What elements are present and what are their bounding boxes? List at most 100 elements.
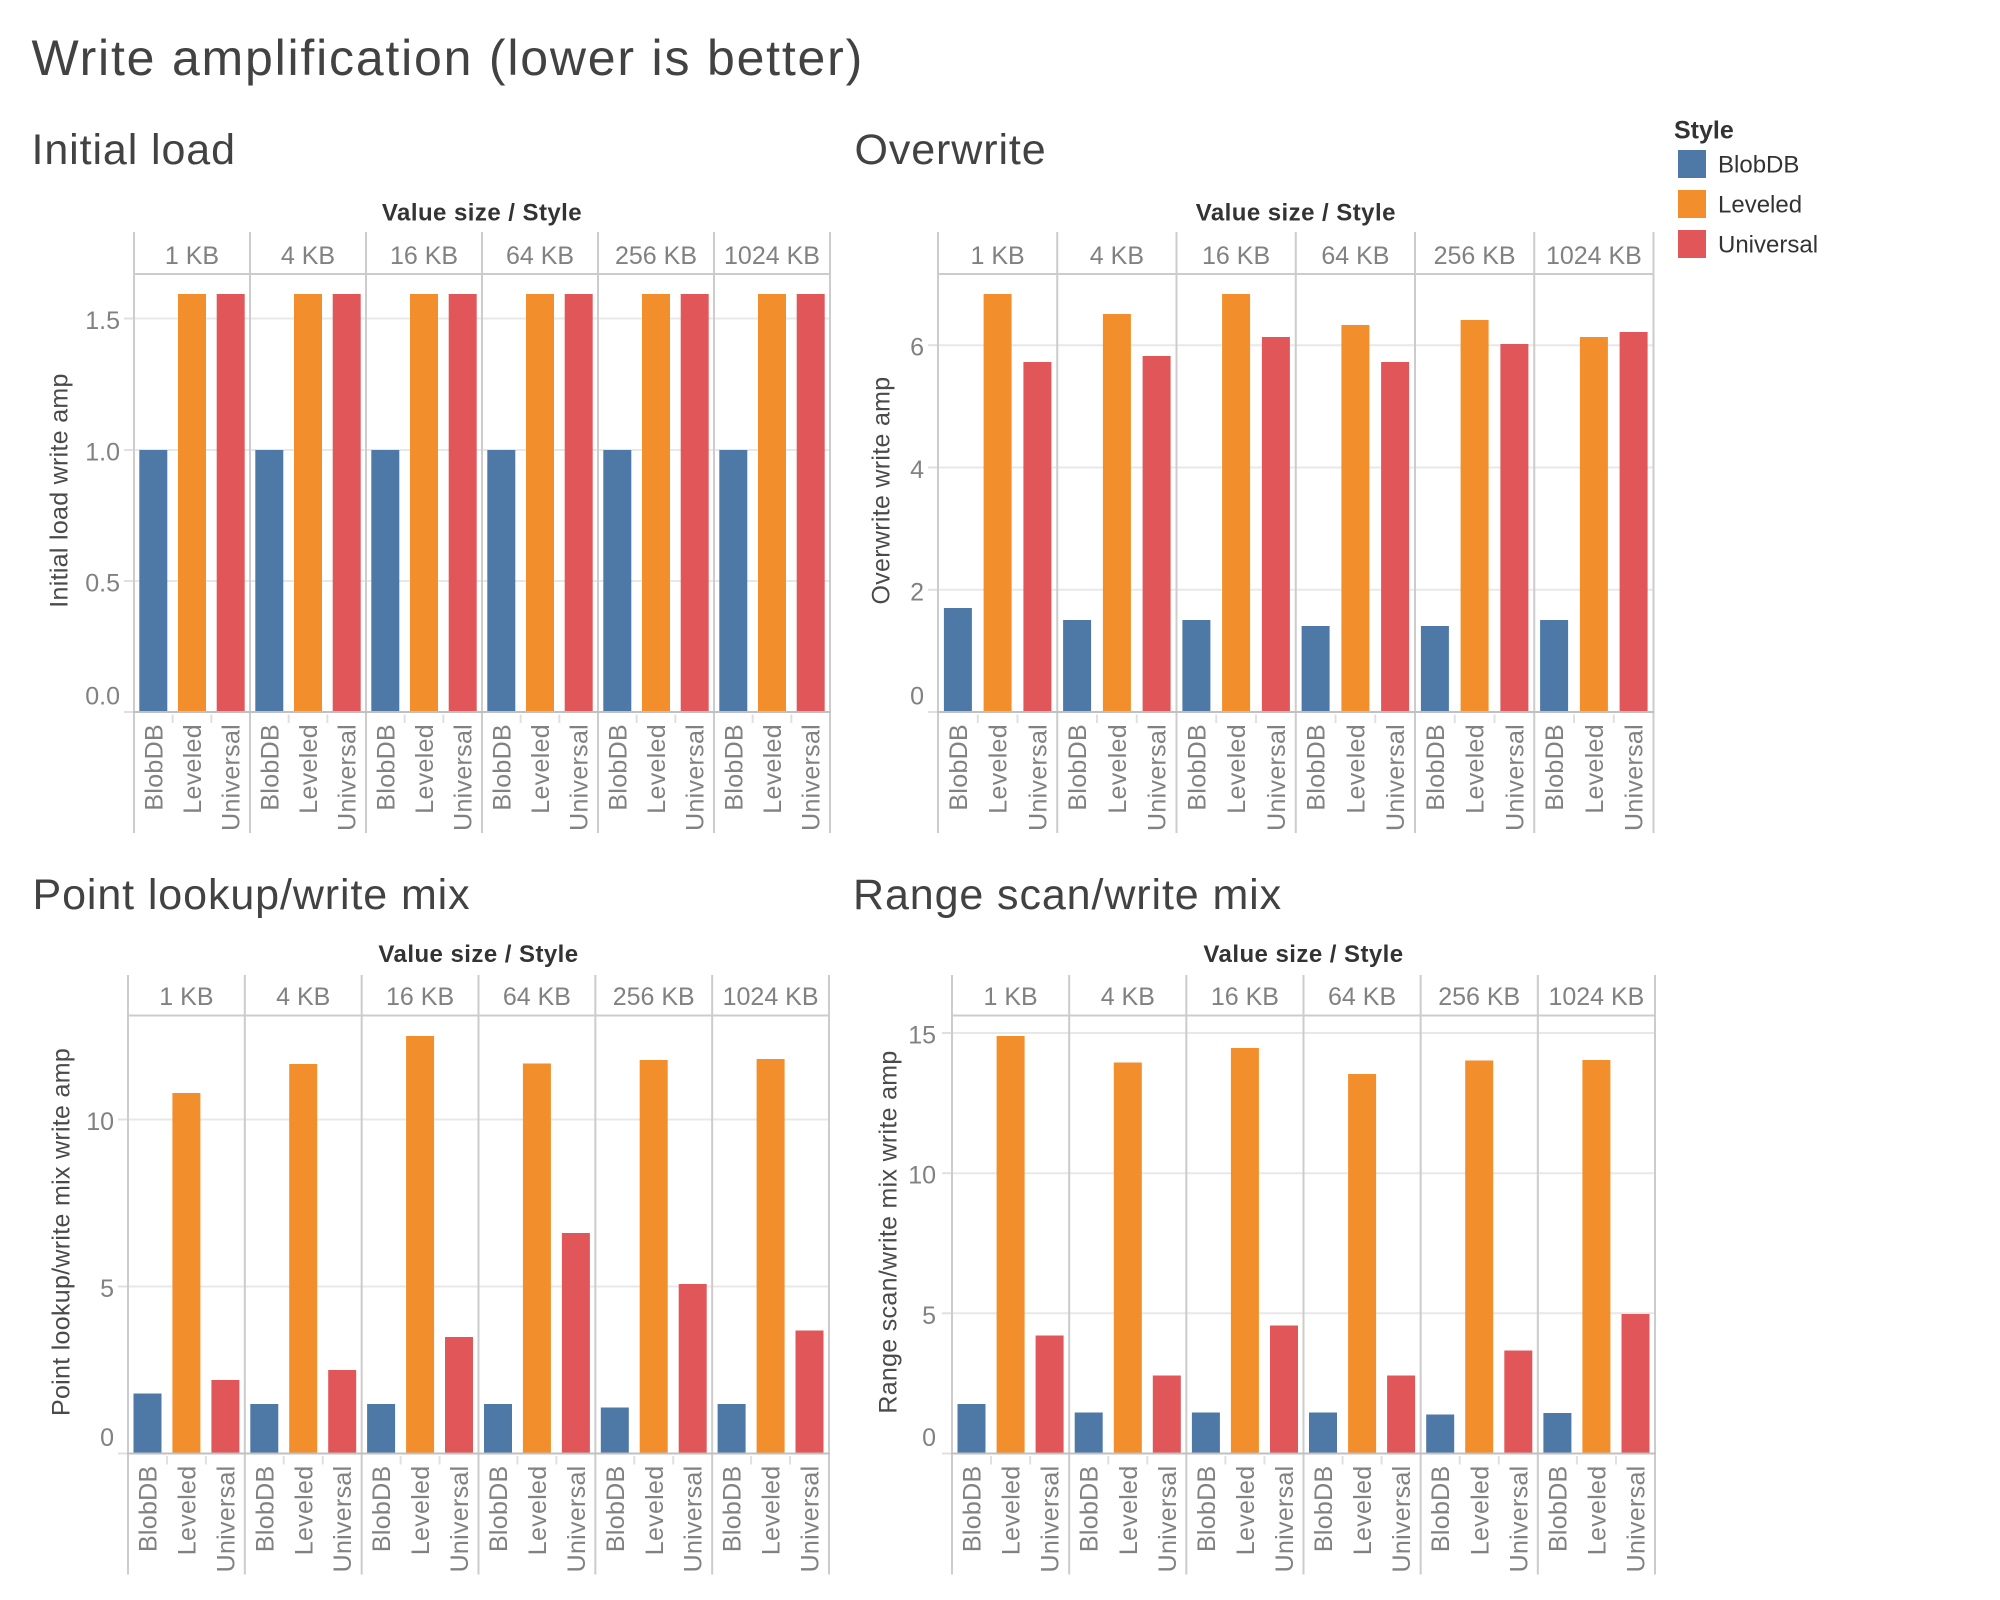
svg-text:BlobDB: BlobDB [1064, 724, 1092, 811]
svg-text:Leveled: Leveled [1349, 1465, 1377, 1555]
svg-text:Universal: Universal [1037, 1466, 1065, 1573]
svg-text:Leveled: Leveled [1462, 724, 1490, 814]
svg-text:0.0: 0.0 [85, 683, 120, 711]
svg-text:Leveled: Leveled [643, 724, 671, 814]
svg-text:Leveled: Leveled [527, 724, 555, 814]
svg-text:Universal: Universal [1154, 1466, 1182, 1573]
svg-text:BlobDB: BlobDB [488, 724, 516, 811]
svg-text:1024 KB: 1024 KB [723, 983, 819, 1011]
svg-text:0: 0 [922, 1424, 936, 1452]
svg-text:0: 0 [910, 683, 924, 711]
svg-text:256 KB: 256 KB [613, 983, 695, 1011]
svg-text:BlobDB: BlobDB [251, 1466, 279, 1553]
svg-text:Leveled: Leveled [1466, 1466, 1494, 1556]
svg-text:BlobDB: BlobDB [134, 1465, 162, 1552]
svg-text:Universal: Universal [218, 724, 246, 831]
svg-text:Leveled: Leveled [758, 1465, 786, 1555]
svg-text:Initial load write amp: Initial load write amp [46, 373, 74, 607]
svg-text:Value size / Style: Value size / Style [382, 200, 582, 227]
svg-text:Universal: Universal [1144, 724, 1172, 831]
svg-text:Universal: Universal [1622, 1465, 1650, 1572]
svg-text:Leveled: Leveled [1232, 1466, 1260, 1556]
svg-text:Overwrite write amp: Overwrite write amp [868, 377, 896, 605]
svg-text:5: 5 [100, 1275, 114, 1303]
svg-text:1024 KB: 1024 KB [1548, 983, 1644, 1011]
svg-text:10: 10 [86, 1108, 114, 1136]
svg-text:BlobDB: BlobDB [368, 1466, 396, 1553]
svg-text:BlobDB: BlobDB [372, 724, 400, 811]
svg-text:Leveled: Leveled [1342, 724, 1370, 814]
svg-text:BlobDB: BlobDB [720, 724, 748, 811]
svg-text:16 KB: 16 KB [1211, 983, 1279, 1011]
svg-text:Universal: Universal [1024, 724, 1052, 831]
svg-text:Point lookup/write mix: Point lookup/write mix [33, 871, 471, 919]
svg-text:4 KB: 4 KB [281, 242, 335, 270]
svg-text:6: 6 [910, 334, 924, 362]
svg-text:Leveled: Leveled [295, 724, 323, 814]
svg-text:BlobDB: BlobDB [1544, 1465, 1572, 1552]
svg-text:15: 15 [908, 1022, 936, 1050]
svg-text:Universal: Universal [212, 1465, 240, 1572]
svg-text:1024 KB: 1024 KB [1546, 242, 1642, 270]
svg-text:Leveled: Leveled [179, 724, 207, 814]
svg-text:1 KB: 1 KB [983, 983, 1037, 1011]
svg-text:Style: Style [1674, 117, 1734, 145]
svg-text:0: 0 [100, 1424, 114, 1452]
svg-text:Overwrite: Overwrite [855, 126, 1047, 174]
svg-text:Range scan/write mix: Range scan/write mix [853, 871, 1282, 919]
svg-text:0.5: 0.5 [85, 570, 120, 598]
svg-text:Leveled: Leveled [1223, 724, 1251, 814]
svg-text:64 KB: 64 KB [1328, 983, 1396, 1011]
svg-text:BlobDB: BlobDB [945, 724, 973, 811]
svg-text:BlobDB: BlobDB [256, 724, 284, 811]
svg-text:1024 KB: 1024 KB [724, 242, 820, 270]
svg-text:4: 4 [910, 456, 924, 484]
svg-text:BlobDB: BlobDB [1310, 1466, 1338, 1553]
svg-text:Value size / Style: Value size / Style [378, 941, 578, 968]
svg-text:BlobDB: BlobDB [485, 1465, 513, 1552]
svg-text:Universal: Universal [1271, 1465, 1299, 1572]
svg-text:Leveled: Leveled [407, 1465, 435, 1555]
svg-text:64 KB: 64 KB [503, 983, 571, 1011]
svg-text:16 KB: 16 KB [1202, 242, 1270, 270]
svg-text:2: 2 [910, 578, 924, 606]
svg-text:Point lookup/write mix write a: Point lookup/write mix write amp [48, 1048, 76, 1416]
svg-text:BlobDB: BlobDB [1541, 724, 1569, 811]
svg-text:BlobDB: BlobDB [1183, 724, 1211, 811]
svg-text:4 KB: 4 KB [1090, 242, 1144, 270]
svg-text:BlobDB: BlobDB [1193, 1465, 1221, 1552]
svg-text:Leveled: Leveled [759, 724, 787, 814]
svg-text:5: 5 [922, 1302, 936, 1330]
svg-text:Leveled: Leveled [411, 724, 439, 814]
svg-text:4 KB: 4 KB [1101, 983, 1155, 1011]
svg-text:Universal: Universal [682, 724, 710, 831]
svg-text:BlobDB: BlobDB [1076, 1465, 1104, 1552]
svg-text:Universal: Universal [798, 724, 826, 831]
svg-text:Universal: Universal [1388, 1466, 1416, 1573]
svg-text:Universal: Universal [1382, 724, 1410, 831]
svg-text:1.0: 1.0 [85, 439, 120, 467]
svg-text:BlobDB: BlobDB [1718, 152, 1799, 179]
svg-text:Leveled: Leveled [173, 1466, 201, 1556]
svg-text:Universal: Universal [1718, 232, 1818, 259]
svg-text:16 KB: 16 KB [386, 983, 454, 1011]
svg-text:1 KB: 1 KB [159, 983, 213, 1011]
svg-text:Universal: Universal [797, 1466, 825, 1573]
svg-text:BlobDB: BlobDB [604, 724, 632, 811]
svg-text:Leveled: Leveled [1583, 1466, 1611, 1556]
svg-text:1 KB: 1 KB [970, 242, 1024, 270]
svg-text:256 KB: 256 KB [615, 242, 697, 270]
svg-text:Leveled: Leveled [998, 1465, 1026, 1555]
svg-text:Universal: Universal [566, 724, 594, 831]
svg-text:1.5: 1.5 [85, 307, 120, 335]
svg-text:Initial load: Initial load [32, 126, 236, 174]
svg-text:Universal: Universal [1501, 724, 1529, 831]
svg-text:Universal: Universal [680, 1465, 708, 1572]
svg-text:Universal: Universal [450, 724, 478, 831]
svg-text:4 KB: 4 KB [276, 983, 330, 1011]
svg-text:1 KB: 1 KB [165, 242, 219, 270]
svg-text:Leveled: Leveled [1581, 724, 1609, 814]
svg-text:BlobDB: BlobDB [1303, 724, 1331, 811]
svg-text:256 KB: 256 KB [1434, 242, 1516, 270]
svg-text:Leveled: Leveled [1115, 1465, 1143, 1555]
